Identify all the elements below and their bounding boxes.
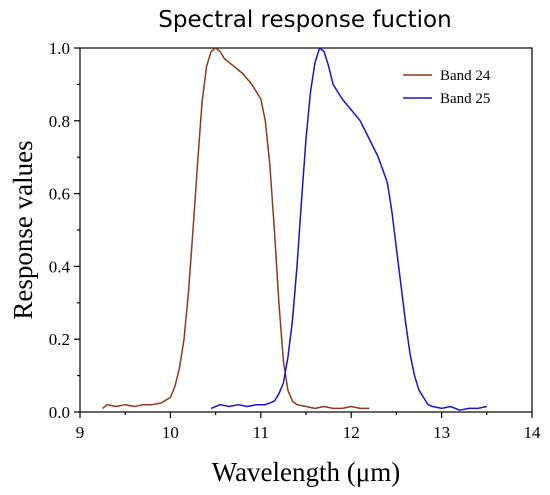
x-tick-label: 14 [524,423,542,442]
y-axis-ticks: 0.0 0.2 0.4 0.6 0.8 1.0 [49,39,80,422]
y-tick-label: 0.4 [49,257,71,276]
series-line-band-24 [102,47,370,410]
series-layer [102,47,487,411]
x-tick-label: 10 [162,423,179,442]
chart-title: Spectral response fuction [158,7,451,33]
x-tick-label: 9 [76,423,85,442]
x-tick-label: 12 [343,423,360,442]
x-axis-label: Wavelength (μm) [212,457,401,487]
legend-label-band-24: Band 24 [440,68,491,84]
legend: Band 24 Band 25 [403,68,491,107]
y-tick-label: 0.8 [49,112,70,131]
x-axis-ticks: 9 10 11 12 13 14 [76,412,541,442]
legend-label-band-25: Band 25 [440,91,490,107]
y-tick-label: 0.0 [49,403,70,422]
y-axis-label: Response values [8,140,38,319]
y-tick-label: 0.2 [49,330,70,349]
y-tick-label: 0.6 [49,185,70,204]
y-tick-label: 1.0 [49,39,70,58]
series-line-band-25 [210,47,487,411]
x-tick-label: 13 [433,423,450,442]
x-tick-label: 11 [253,423,269,442]
